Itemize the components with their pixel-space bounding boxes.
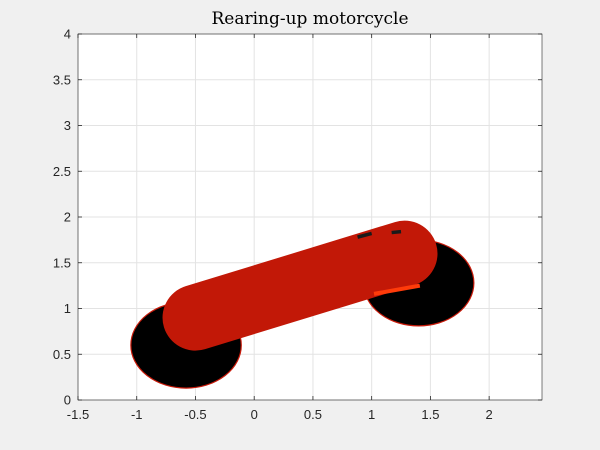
y-tick-label: 2.5 <box>53 164 71 179</box>
y-tick-label: 3 <box>64 118 71 133</box>
y-tick-label: 3.5 <box>53 72 71 87</box>
plot-area <box>130 220 475 389</box>
y-tick-label: 2 <box>64 210 71 225</box>
chart-title: Rearing-up motorcycle <box>211 9 408 29</box>
motorcycle-body <box>162 220 438 351</box>
x-tick-label: 0 <box>251 407 258 422</box>
handle-dash <box>357 231 373 239</box>
y-tick-label: 1 <box>64 301 71 316</box>
y-tick-label: 1.5 <box>53 255 71 270</box>
x-tick-label: 2 <box>486 407 493 422</box>
accent-line <box>373 283 421 296</box>
y-tick-label: 4 <box>64 27 71 42</box>
x-tick-label: -1 <box>131 407 143 422</box>
x-tick-label: 1 <box>368 407 375 422</box>
y-tick-label: 0.5 <box>53 347 71 362</box>
x-tick-label: 1.5 <box>421 407 439 422</box>
x-tick-label: -0.5 <box>184 407 206 422</box>
ticks: -1.5 -1 -0.5 0 0.5 1 1.5 2 0 0.5 1 1.5 2 2.5 3 3.5 4 <box>53 27 542 422</box>
handle-dash <box>391 229 402 235</box>
x-tick-label: -1.5 <box>67 407 89 422</box>
y-tick-label: 0 <box>64 393 71 408</box>
x-tick-label: 0.5 <box>304 407 322 422</box>
